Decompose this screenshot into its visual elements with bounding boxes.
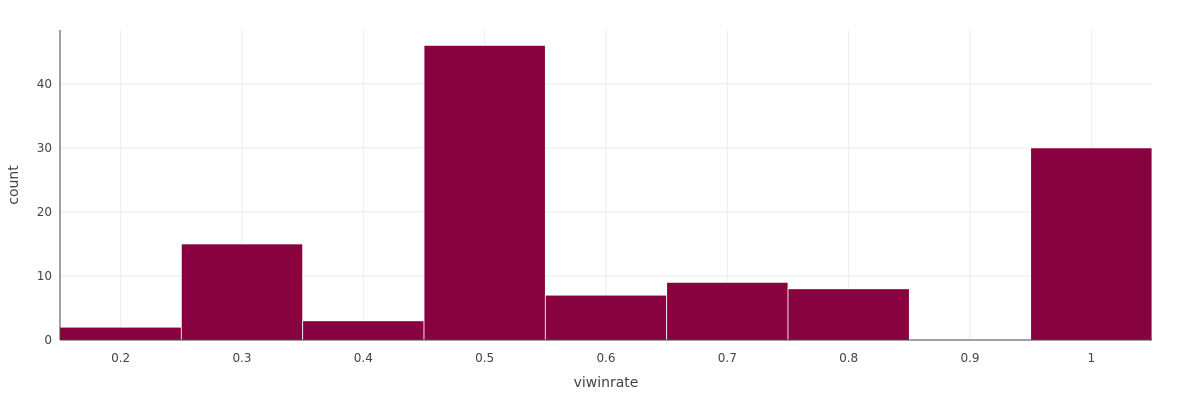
histogram-bar bbox=[1030, 147, 1153, 341]
histogram-bar bbox=[666, 281, 789, 341]
y-tick-label: 30 bbox=[37, 141, 52, 155]
histogram-bar bbox=[302, 320, 425, 341]
x-tick-label: 0.8 bbox=[839, 351, 858, 365]
histogram-bar bbox=[180, 243, 304, 341]
x-tick-labels: 0.2 0.3 0.4 0.5 0.6 0.7 0.8 0.9 1 bbox=[111, 351, 1095, 365]
x-tick-label: 0.7 bbox=[718, 351, 737, 365]
y-tick-label: 10 bbox=[37, 269, 52, 283]
x-tick-label: 0.6 bbox=[596, 351, 615, 365]
y-tick-labels: 0 10 20 30 40 bbox=[37, 77, 52, 347]
x-tick-label: 0.4 bbox=[354, 351, 373, 365]
histogram-bar bbox=[423, 44, 546, 341]
x-tick-label: 1 bbox=[1088, 351, 1096, 365]
x-tick-label: 0.2 bbox=[111, 351, 130, 365]
y-tick-label: 0 bbox=[44, 333, 52, 347]
x-tick-label: 0.9 bbox=[960, 351, 979, 365]
y-tick-label: 20 bbox=[37, 205, 52, 219]
bars bbox=[59, 44, 1153, 341]
x-tick-label: 0.5 bbox=[475, 351, 494, 365]
x-axis-title: viwinrate bbox=[574, 375, 639, 391]
histogram-bar bbox=[787, 288, 910, 341]
histogram-bar bbox=[59, 326, 182, 341]
x-tick-label: 0.3 bbox=[232, 351, 251, 365]
y-axis-title: count bbox=[6, 165, 22, 205]
histogram-bar bbox=[544, 294, 668, 341]
y-tick-label: 40 bbox=[37, 77, 52, 91]
